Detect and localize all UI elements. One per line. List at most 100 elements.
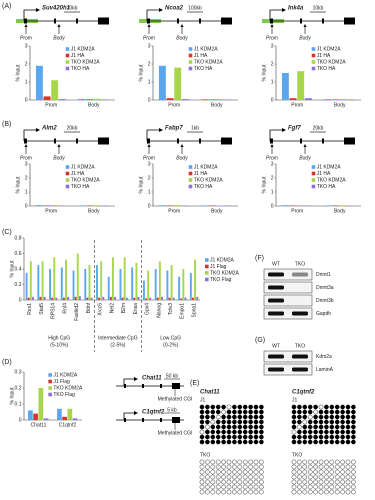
legend-label: J1 KDM2A	[194, 46, 219, 52]
legend-swatch	[188, 178, 193, 182]
cpg-site	[210, 404, 216, 410]
y-tick-label: 3	[271, 161, 274, 167]
legend-swatch	[188, 171, 193, 176]
cpg-site	[210, 424, 216, 430]
band-label: Gapdh	[316, 311, 331, 317]
legend-label: TKO HA	[71, 184, 90, 190]
cpg-site	[226, 479, 232, 485]
x-tick-label: C1qtnf2	[59, 422, 77, 428]
cpg-site	[302, 474, 308, 480]
cpg-site	[226, 404, 232, 410]
cpg-site	[226, 409, 232, 415]
exon	[54, 138, 56, 144]
cpg-site	[221, 489, 226, 495]
legend-label: J1 HA	[71, 171, 85, 177]
cpg-site	[253, 489, 259, 495]
cpg-site	[253, 434, 259, 440]
bar	[78, 205, 86, 206]
arrow-head	[282, 8, 286, 12]
cpg-site	[313, 479, 318, 485]
cpg-site	[226, 439, 232, 445]
cpg-site	[210, 409, 216, 415]
legend-label: J1 HA	[317, 171, 331, 177]
legend-swatch	[311, 184, 316, 189]
cpg-site	[318, 484, 324, 490]
site-label: Prom	[266, 35, 278, 41]
bar	[133, 297, 136, 300]
cpg-site	[291, 464, 297, 470]
x-tick-label: Body	[211, 102, 223, 108]
cpg-site	[345, 434, 351, 440]
cpg-site	[210, 419, 216, 425]
legend-swatch	[311, 66, 316, 71]
x-tick-label: Nel2	[109, 303, 115, 314]
gene-name: Suv420h1	[42, 6, 71, 12]
cpg-site	[259, 469, 264, 475]
cpg-site	[259, 484, 264, 490]
y-tick-label: 0	[25, 203, 28, 209]
cpg-site	[210, 439, 216, 445]
cpg-site	[351, 429, 356, 435]
y-tick-label: 2	[271, 175, 274, 181]
cpg-site	[248, 459, 253, 465]
group-range: (0-2%)	[163, 342, 178, 348]
panel-label: (G)	[255, 337, 265, 344]
legend-label: TKO Flag	[53, 392, 75, 398]
cpg-site	[313, 439, 318, 445]
cpg-site	[205, 404, 210, 410]
bar	[161, 296, 163, 300]
cpg-site	[232, 439, 237, 445]
cpg-site	[307, 404, 313, 410]
cpg-site	[318, 429, 324, 435]
legend-swatch	[48, 379, 52, 384]
cpg-site	[232, 404, 237, 410]
arrow-head	[57, 24, 61, 27]
cpg-site	[205, 479, 210, 485]
cpg-site	[199, 459, 205, 465]
bar	[31, 296, 34, 300]
cpg-site	[329, 434, 335, 440]
cpg-site	[329, 404, 335, 410]
y-tick-label: 0.2	[15, 385, 22, 391]
cpg-site	[210, 484, 216, 490]
cpg-site	[340, 409, 345, 415]
legend-label: TKO KDM2A	[194, 177, 224, 183]
cpg-site	[329, 429, 335, 435]
cpg-site	[199, 434, 205, 440]
legend-label: J1 KDM2A	[317, 164, 342, 170]
bar	[38, 388, 44, 420]
cpg-site	[302, 459, 308, 465]
arrow-head	[147, 144, 151, 147]
cpg-site	[199, 409, 205, 415]
cpg-site	[226, 414, 232, 420]
legend-swatch	[205, 271, 209, 275]
cpg-site	[205, 409, 210, 415]
legend-swatch	[205, 277, 209, 282]
legend-swatch	[48, 392, 52, 397]
exon	[160, 418, 162, 422]
bar	[158, 261, 161, 300]
cpg-site	[302, 434, 308, 440]
y-axis-label: % Input	[138, 64, 144, 82]
cpg-site	[226, 459, 232, 465]
cpg-site	[242, 424, 248, 430]
cpg-site	[221, 419, 226, 425]
bar	[57, 408, 62, 420]
bar	[33, 413, 38, 420]
bar	[182, 269, 185, 300]
site-label: Body	[176, 35, 188, 41]
cpg-site	[210, 479, 216, 485]
lane-label: WT	[272, 343, 280, 349]
cpg-site	[307, 484, 313, 490]
bar	[43, 296, 46, 300]
bar	[107, 276, 110, 300]
bar	[142, 280, 145, 300]
group-label: High CpG	[48, 335, 70, 341]
cpg-site	[351, 434, 356, 440]
tss-arrow	[123, 412, 134, 420]
exon	[124, 418, 126, 422]
bar	[114, 296, 117, 300]
legend-swatch	[311, 47, 316, 51]
cpg-site	[248, 489, 253, 495]
cpg-site	[291, 474, 297, 480]
